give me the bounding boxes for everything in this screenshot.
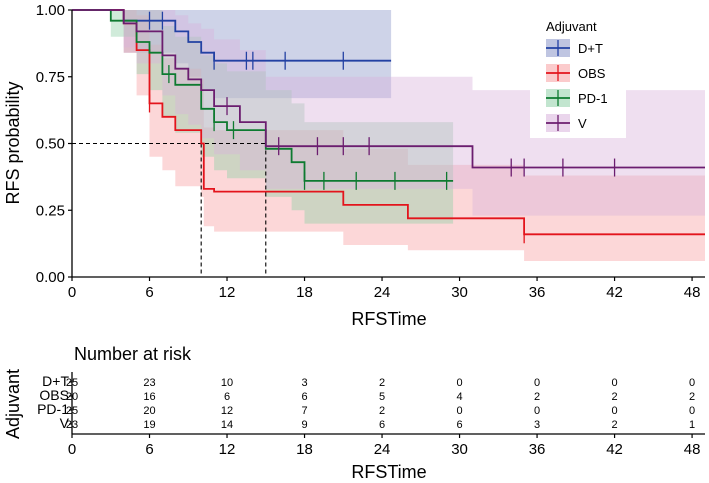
risk-cell-v-t48: 1 xyxy=(689,419,695,431)
y-tick-label: 0.75 xyxy=(36,69,65,86)
risk-table-title: Number at risk xyxy=(74,344,192,364)
risk-cell-pd-1-t24: 2 xyxy=(379,405,385,417)
risk-y-axis-label: Adjuvant xyxy=(3,369,23,439)
x-tick-label: 6 xyxy=(145,284,153,301)
risk-cell-d-t-t36: 0 xyxy=(534,377,540,389)
x-tick-label: 36 xyxy=(529,284,546,301)
ci-band-pd-1 xyxy=(72,10,454,224)
legend: Adjuvant D+T OBS PD-1 V xyxy=(530,14,626,138)
x-tick-label: 18 xyxy=(296,441,313,458)
x-tick-label: 30 xyxy=(451,284,468,301)
x-tick-label: 0 xyxy=(68,441,76,458)
km-curve-obs xyxy=(72,9,705,236)
risk-row-label-pd-1: PD-1 xyxy=(37,401,69,417)
risk-cell-obs-t30: 4 xyxy=(456,391,462,403)
risk-x-axis-ticks: 0 6 12 18 24 30 36 42 48 xyxy=(68,434,701,458)
x-tick-label: 48 xyxy=(684,441,701,458)
risk-cell-v-t18: 9 xyxy=(301,419,307,431)
risk-cell-d-t-t6: 23 xyxy=(143,377,155,389)
x-tick-label: 42 xyxy=(606,441,623,458)
km-curve-pd-1 xyxy=(72,9,454,182)
risk-cell-v-t12: 14 xyxy=(221,419,233,431)
risk-row-label-v: V xyxy=(60,415,70,431)
x-tick-label: 24 xyxy=(374,284,391,301)
risk-cell-obs-t48: 2 xyxy=(689,391,695,403)
y-tick-label: 0.00 xyxy=(36,269,65,286)
risk-cell-v-t6: 19 xyxy=(143,419,155,431)
risk-cell-d-t-t30: 0 xyxy=(456,377,462,389)
risk-row-label-d-t: D+T xyxy=(42,373,69,389)
legend-label-obs: OBS xyxy=(578,66,606,81)
risk-cell-v-t30: 6 xyxy=(456,419,462,431)
risk-cell-d-t-t12: 10 xyxy=(221,377,233,389)
x-axis-ticks: 0 6 12 18 24 30 36 42 48 xyxy=(68,277,701,301)
risk-cell-pd-1-t42: 0 xyxy=(612,405,618,417)
legend-label-v: V xyxy=(578,116,587,131)
risk-cell-v-t36: 3 xyxy=(534,419,540,431)
risk-cell-obs-t6: 16 xyxy=(143,391,155,403)
risk-cell-d-t-t48: 0 xyxy=(689,377,695,389)
risk-cell-d-t-t42: 0 xyxy=(612,377,618,389)
risk-cell-obs-t24: 5 xyxy=(379,391,385,403)
legend-label-pd-1: PD-1 xyxy=(578,91,608,106)
risk-cell-pd-1-t30: 0 xyxy=(456,405,462,417)
y-tick-label: 1.00 xyxy=(36,2,65,19)
risk-cell-pd-1-t18: 7 xyxy=(301,405,307,417)
risk-cell-pd-1-t6: 20 xyxy=(143,405,155,417)
x-tick-label: 12 xyxy=(219,441,236,458)
risk-cell-pd-1-t36: 0 xyxy=(534,405,540,417)
x-tick-label: 12 xyxy=(219,284,236,301)
risk-cell-v-t42: 2 xyxy=(612,419,618,431)
x-tick-label: 42 xyxy=(606,284,623,301)
risk-cell-obs-t36: 2 xyxy=(534,391,540,403)
risk-cell-v-t24: 6 xyxy=(379,419,385,431)
risk-cell-obs-t12: 6 xyxy=(224,391,230,403)
risk-cell-d-t-t24: 2 xyxy=(379,377,385,389)
risk-cell-obs-t42: 2 xyxy=(612,391,618,403)
risk-row-label-obs: OBS xyxy=(39,387,69,403)
censor-marks xyxy=(148,11,616,244)
y-axis-label: RFS probability xyxy=(3,81,23,204)
risk-cell-d-t-t18: 3 xyxy=(301,377,307,389)
ci-band-obs xyxy=(72,10,705,261)
risk-x-axis-label: RFSTime xyxy=(351,462,426,482)
x-tick-label: 48 xyxy=(684,284,701,301)
legend-label-d-t: D+T xyxy=(578,41,603,56)
risk-cell-obs-t18: 6 xyxy=(301,391,307,403)
y-tick-label: 0.50 xyxy=(36,136,65,153)
x-tick-label: 18 xyxy=(296,284,313,301)
legend-title: Adjuvant xyxy=(546,19,597,34)
median-lines xyxy=(72,142,267,277)
x-tick-label: 0 xyxy=(68,284,76,301)
y-tick-label: 0.25 xyxy=(36,202,65,219)
x-tick-label: 6 xyxy=(145,441,153,458)
x-tick-label: 36 xyxy=(529,441,546,458)
y-axis-ticks: 0.00 0.25 0.50 0.75 1.00 xyxy=(36,2,72,286)
x-tick-label: 30 xyxy=(451,441,468,458)
x-tick-label: 24 xyxy=(374,441,391,458)
risk-cell-pd-1-t12: 12 xyxy=(221,405,233,417)
km-curve-v xyxy=(72,9,705,169)
risk-cell-pd-1-t48: 0 xyxy=(689,405,695,417)
x-axis-label: RFSTime xyxy=(351,309,426,329)
